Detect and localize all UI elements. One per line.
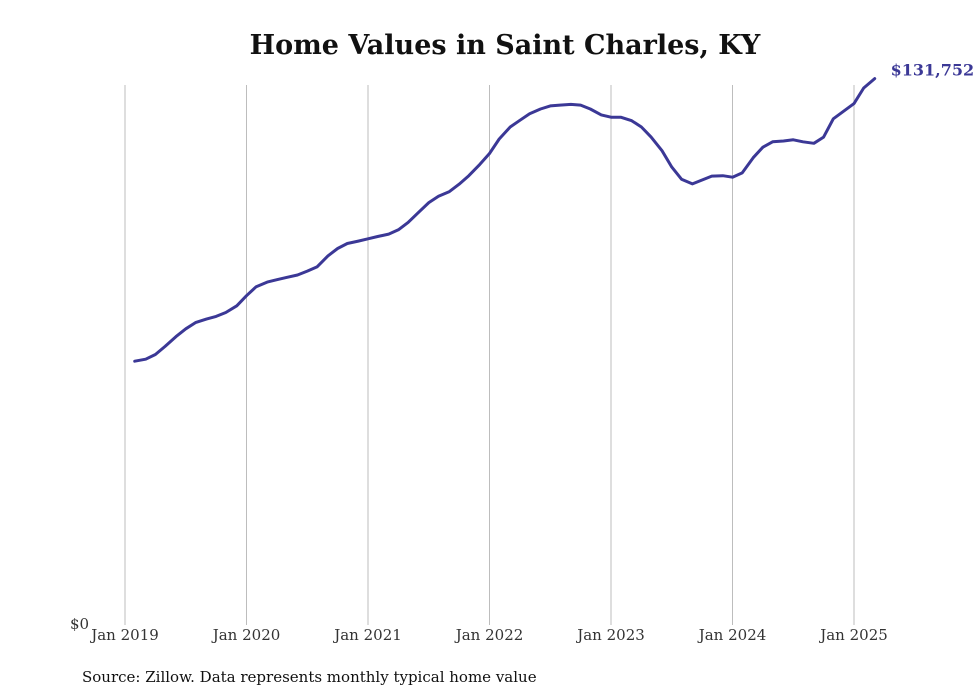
home-value-line — [133, 77, 877, 363]
x-tick-label: Jan 2023 — [575, 626, 645, 644]
gridlines — [124, 85, 855, 625]
chart-title: Home Values in Saint Charles, KY — [249, 30, 761, 61]
source-note: Source: Zillow. Data represents monthly … — [82, 668, 537, 686]
x-tick-label: Jan 2020 — [211, 626, 281, 644]
x-tick-label: Jan 2022 — [454, 626, 524, 644]
x-tick-label: Jan 2024 — [697, 626, 767, 644]
x-tick-labels: Jan 2019 Jan 2020 Jan 2021 Jan 2022 Jan 2023… — [89, 626, 888, 644]
y-tick-label: $0 — [70, 615, 89, 633]
x-tick-label: Jan 2019 — [89, 626, 159, 644]
latest-value-label: $131,752 — [891, 61, 975, 80]
x-tick-label: Jan 2025 — [818, 626, 888, 644]
y-tick-labels: $0 — [70, 615, 89, 633]
x-tick-label: Jan 2021 — [332, 626, 402, 644]
